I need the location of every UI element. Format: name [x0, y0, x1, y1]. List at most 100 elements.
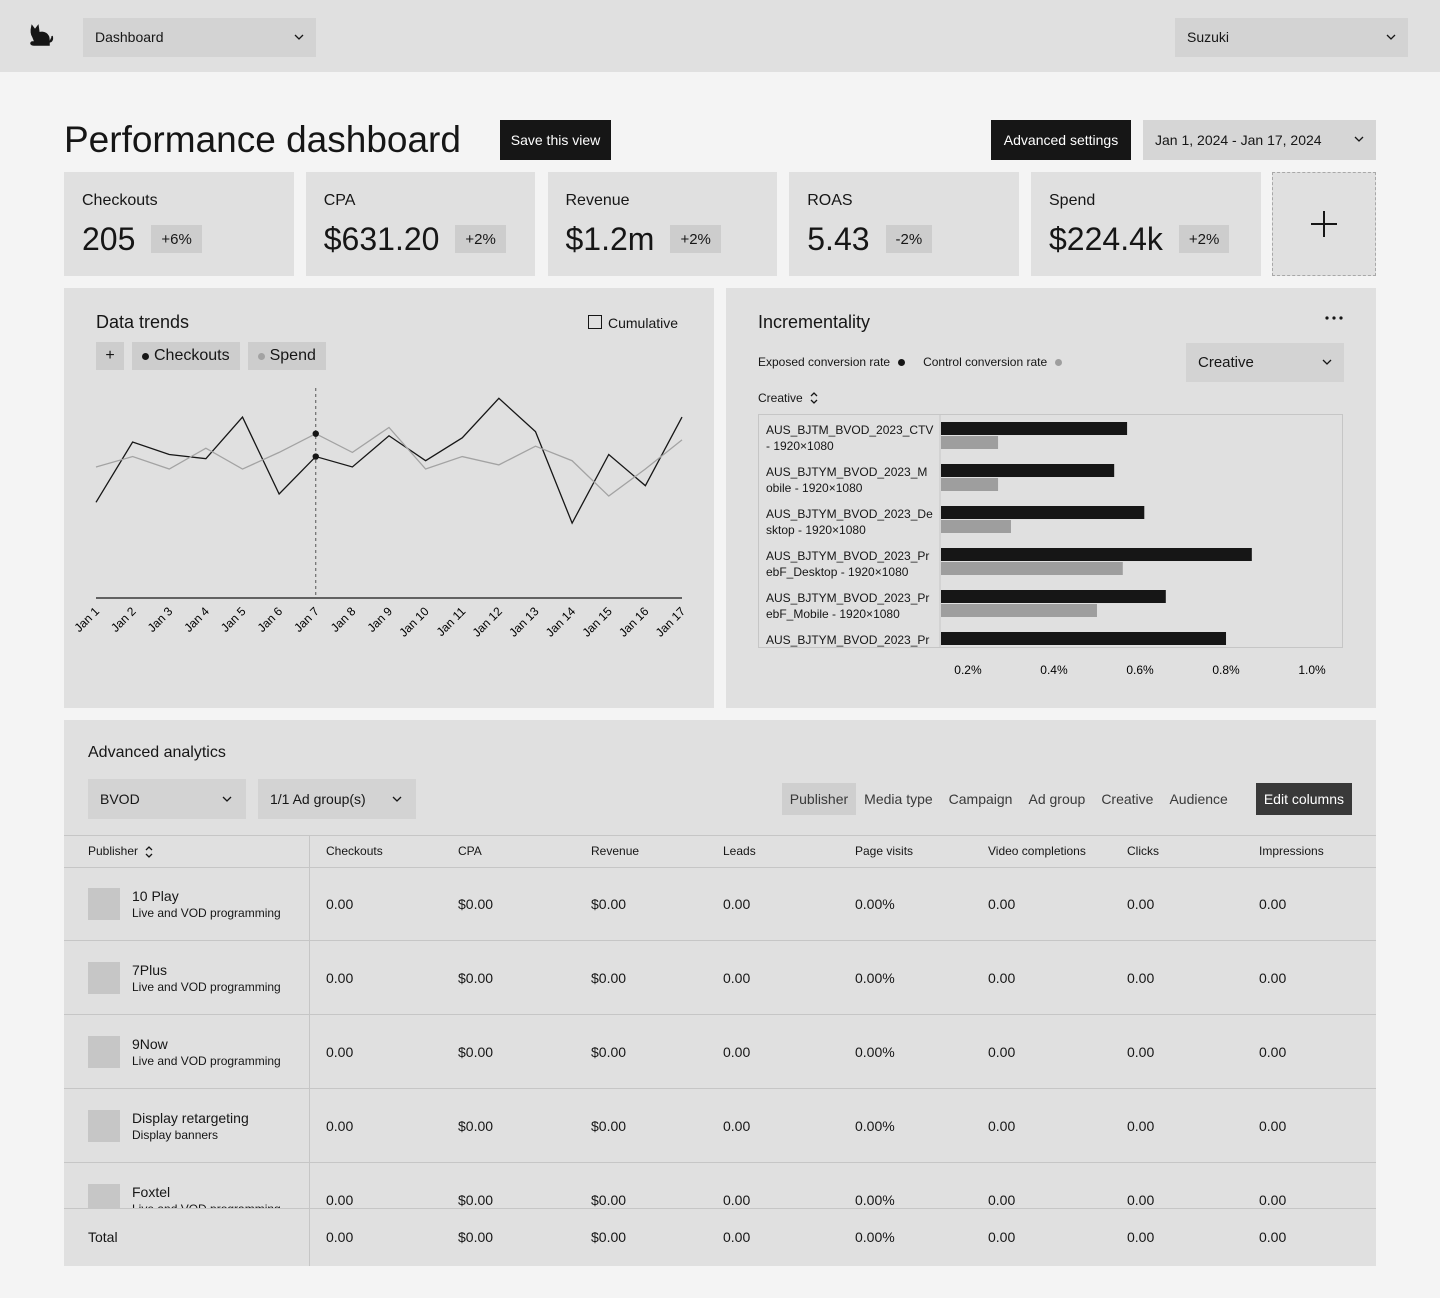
table-body: 10 Play Live and VOD programming 0.00 $0.00…: [64, 868, 1376, 1209]
tab[interactable]: Ad group: [1028, 791, 1086, 807]
column-header: Clicks: [1127, 836, 1159, 867]
table-cell: 0.00: [326, 896, 354, 912]
table-cell: 0.00%: [855, 970, 895, 986]
column-label: Video completions: [988, 844, 1086, 858]
table-cell: $0.00: [591, 1229, 627, 1245]
add-kpi-button[interactable]: [1272, 172, 1376, 276]
x-tick-label: Jan 6: [255, 604, 286, 635]
table-cell: 0.00: [326, 1118, 354, 1134]
kpi-card: ROAS 5.43 -2%: [789, 172, 1019, 276]
table-cell: 0.00: [1259, 1044, 1287, 1060]
kpi-change: +2%: [1178, 225, 1230, 253]
tab[interactable]: Campaign: [948, 791, 1013, 807]
table-row: 9Now Live and VOD programming 0.00 $0.00 $0.…: [64, 1015, 1376, 1089]
row-name: 9Now: [132, 1036, 168, 1052]
row-subtitle: Live and VOD programming: [132, 1202, 281, 1209]
table-cell: $0.00: [591, 1044, 627, 1060]
column-header: Page visits: [855, 836, 913, 867]
table-cell: 0.00: [326, 1229, 354, 1245]
row-subtitle: Live and VOD programming: [132, 980, 281, 994]
legend-item: Spend: [247, 342, 326, 370]
analytics-panel: Advanced analytics Publisher Media type Ca…: [64, 720, 1376, 1266]
sort-control[interactable]: Creative: [758, 391, 819, 405]
column-label: Page visits: [855, 844, 914, 858]
chevron: [392, 796, 402, 802]
column-header: Checkouts: [326, 836, 383, 867]
chevron: [1354, 136, 1364, 142]
bar: [941, 520, 1011, 533]
table-cell: 0.00: [1259, 1192, 1287, 1208]
select-label: Suzuki: [1187, 29, 1230, 45]
x-tick-label: Jan 3: [145, 604, 176, 635]
table-cell: 0.00: [1127, 1192, 1155, 1208]
x-tick-label: Jan 9: [364, 604, 395, 635]
table-cell: 0.00: [988, 970, 1016, 986]
select-label: BVOD: [100, 791, 140, 807]
x-tick-label: 0.6%: [1126, 663, 1154, 677]
line-chart: Jan 1 Jan 2 Jan 3 Jan 4 Jan 5 Jan 6 Jan 7 Jan 8…: [71, 388, 689, 640]
kpi-change: +6%: [151, 225, 202, 253]
bar: [941, 604, 1097, 617]
logo[interactable]: [28, 22, 54, 48]
date-range-select[interactable]: Jan 1, 2024 - Jan 17, 2024: [1143, 120, 1376, 160]
x-tick-label: Jan 2: [108, 604, 139, 635]
row-name: Display retargeting: [132, 1110, 249, 1126]
x-tick-label: Jan 1: [71, 604, 102, 635]
page-title: Performance dashboard: [64, 119, 461, 160]
account-select[interactable]: Suzuki: [1175, 18, 1408, 57]
x-tick-label: Jan 12: [470, 604, 506, 640]
table-cell: $0.00: [591, 1118, 627, 1134]
tab[interactable]: Creative: [1101, 791, 1154, 807]
filter-select[interactable]: 1/1 Ad group(s): [258, 779, 416, 819]
x-tick-label: Jan 15: [579, 604, 615, 640]
bar: [941, 464, 1115, 477]
x-tick-label: Jan 17: [653, 604, 689, 640]
select-label: 1/1 Ad group(s): [270, 791, 366, 807]
legend: + Checkouts Spend: [96, 342, 326, 370]
more-menu[interactable]: [1324, 314, 1344, 322]
kpi-label: ROAS: [807, 192, 853, 209]
kpi-value: $1.2m: [565, 221, 655, 257]
table-row: 7Plus Live and VOD programming 0.00 $0.00 $0…: [64, 941, 1376, 1015]
table-cell: 0.00%: [855, 1229, 895, 1245]
add-series-button[interactable]: +: [96, 342, 124, 370]
column-label: Checkouts: [326, 844, 383, 858]
edit-columns-button[interactable]: Edit columns: [1255, 783, 1352, 815]
x-tick-label: Jan 16: [616, 604, 652, 640]
chevron-path: [222, 796, 232, 802]
row-thumbnail: [88, 1036, 120, 1068]
table-cell: 0.00%: [855, 1044, 895, 1060]
chevron: [1386, 34, 1396, 40]
y-tick-label: AUS_BJTYM_BVOD_2023_Pr: [766, 633, 930, 647]
x-tick-label: 1.0%: [1298, 663, 1326, 677]
row-thumbnail: [88, 1110, 120, 1142]
filter-select[interactable]: BVOD: [88, 779, 246, 819]
dashboard-select[interactable]: Dashboard: [83, 18, 316, 57]
row-name: 10 Play: [132, 888, 179, 904]
table-cell: 0.00: [723, 1229, 751, 1245]
table-cell: $0.00: [591, 970, 627, 986]
row-subtitle: Display banners: [132, 1128, 219, 1142]
save-button[interactable]: Save this view: [500, 120, 611, 160]
advanced-settings-button[interactable]: Advanced settings: [991, 120, 1131, 160]
y-tick-label: AUS_BJTYM_BVOD_2023_PrebF_Desktop - 1920…: [766, 549, 930, 579]
x-tick-label: 0.2%: [954, 663, 982, 677]
kpi-value-row: $224.4k +2%: [1049, 220, 1243, 258]
bar: [941, 478, 999, 491]
tab[interactable]: Media type: [864, 791, 933, 807]
column-header: Video completions: [988, 836, 1086, 867]
table-cell: 0.00: [988, 1192, 1016, 1208]
chevron: [1322, 359, 1332, 365]
table-cell: $0.00: [591, 1192, 627, 1208]
tab[interactable]: Publisher: [781, 783, 857, 815]
legend-dot: [257, 352, 265, 360]
x-tick-label: Jan 5: [218, 604, 249, 635]
table-row: Display retargeting Display banners 0.00 $0…: [64, 1089, 1376, 1163]
tab[interactable]: Audience: [1169, 791, 1228, 807]
column-header: Impressions: [1259, 836, 1324, 867]
checkbox[interactable]: [588, 315, 602, 329]
column-label: CPA: [458, 844, 482, 858]
column-label: Clicks: [1127, 844, 1159, 858]
table-cell: 0.00: [1127, 1044, 1155, 1060]
creative-select[interactable]: Creative: [1186, 343, 1344, 382]
